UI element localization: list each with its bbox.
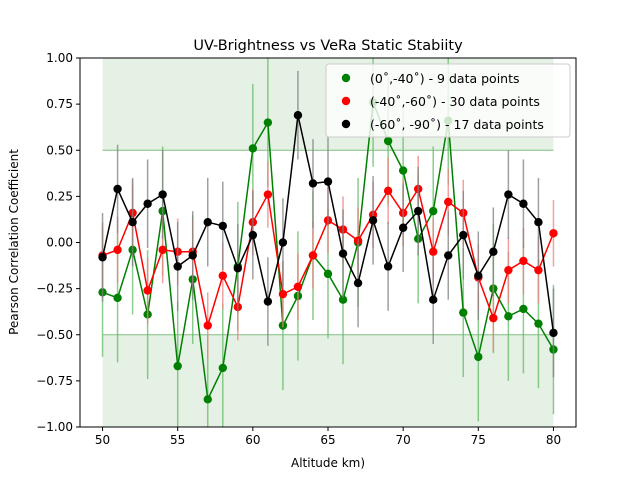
data-point (203, 218, 212, 227)
series-2 (98, 70, 558, 378)
x-tick-label: 80 (546, 433, 561, 447)
data-point (143, 199, 152, 208)
data-point (429, 295, 438, 304)
data-point (413, 206, 423, 216)
data-point (519, 304, 528, 314)
data-point (398, 166, 408, 175)
data-point (534, 218, 543, 227)
data-point (323, 269, 333, 279)
legend-label: (0˚,-40˚) - 9 data points (370, 71, 520, 86)
data-point (549, 229, 558, 238)
data-point (383, 262, 393, 271)
data-point (338, 295, 348, 304)
data-point (383, 136, 393, 146)
data-point (398, 223, 408, 232)
data-point (218, 271, 227, 280)
data-point (158, 190, 167, 199)
x-tick-label: 65 (320, 433, 335, 447)
data-point (158, 245, 167, 255)
x-tick-label: 70 (396, 433, 411, 447)
data-point (444, 251, 453, 260)
x-tick-label: 55 (170, 433, 185, 447)
y-tick-label: 1.00 (46, 51, 73, 65)
data-point (113, 245, 122, 255)
data-point (113, 293, 122, 303)
data-point (308, 251, 318, 260)
data-point (248, 230, 258, 240)
y-axis-label: Pearson Correlation Coefficient (7, 149, 21, 335)
data-point (353, 278, 363, 288)
x-tick-label: 50 (95, 433, 110, 447)
data-point (383, 186, 393, 196)
data-point (549, 328, 558, 338)
y-tick-label: −1.00 (36, 420, 73, 434)
data-point (263, 118, 273, 127)
data-point (459, 308, 468, 317)
data-point (474, 352, 483, 362)
legend-marker (341, 119, 351, 129)
data-point (308, 179, 318, 188)
axis-ticks: 50 55 60 65 70 75 80 −1.00 −0.75 −0.50 −0.25 0.00 0.… (36, 51, 561, 447)
data-point (128, 218, 137, 227)
data-point (173, 361, 182, 371)
legend-marker (341, 73, 351, 83)
data-point (504, 190, 513, 199)
data-point (113, 184, 122, 194)
data-point (278, 238, 288, 247)
legend-marker (341, 96, 351, 106)
x-tick-label: 60 (245, 433, 260, 447)
data-point (98, 253, 107, 262)
x-axis-label: Altitude km) (291, 456, 365, 470)
y-tick-label: 0.25 (46, 189, 73, 203)
data-point (218, 221, 227, 231)
series-layer (98, 58, 558, 427)
data-point (519, 256, 528, 266)
data-point (489, 247, 498, 256)
y-tick-label: −0.50 (36, 328, 73, 342)
data-point (459, 230, 468, 240)
data-point (263, 297, 273, 306)
data-point (504, 265, 513, 275)
data-point (233, 264, 243, 273)
legend-box (325, 63, 571, 138)
data-point (519, 199, 528, 208)
data-point (444, 197, 453, 207)
data-point (263, 190, 273, 199)
legend: (0˚,-40˚) - 9 data points (-40˚,-60˚) - 3… (325, 63, 571, 138)
data-point (489, 313, 498, 323)
legend-label: (-60˚, -90˚) - 17 data points (370, 117, 544, 132)
y-tick-label: −0.75 (36, 374, 73, 388)
data-point (203, 321, 212, 330)
data-point (474, 271, 483, 280)
data-point (504, 312, 513, 321)
legend-label: (-40˚,-60˚) - 30 data points (370, 94, 540, 109)
data-point (188, 251, 197, 260)
y-tick-label: 0.50 (46, 143, 73, 157)
data-point (218, 363, 227, 373)
data-point (293, 110, 303, 120)
chart-title: UV-Brightness vs VeRa Static Stabiity (193, 38, 463, 54)
data-point (429, 206, 438, 216)
data-point (429, 247, 438, 256)
data-point (323, 177, 333, 186)
y-tick-label: −0.25 (36, 282, 73, 296)
data-point (203, 395, 212, 404)
data-point (248, 144, 258, 153)
data-point (534, 319, 543, 328)
data-point (368, 216, 378, 225)
x-tick-label: 75 (471, 433, 486, 447)
data-point (293, 282, 303, 291)
data-point (338, 249, 348, 258)
y-tick-label: 0.00 (46, 236, 73, 250)
data-point (534, 265, 543, 275)
data-point (278, 289, 288, 299)
significance-band-1 (102, 334, 554, 427)
data-point (143, 286, 152, 295)
data-point (173, 262, 182, 271)
y-tick-label: 0.75 (46, 97, 73, 111)
